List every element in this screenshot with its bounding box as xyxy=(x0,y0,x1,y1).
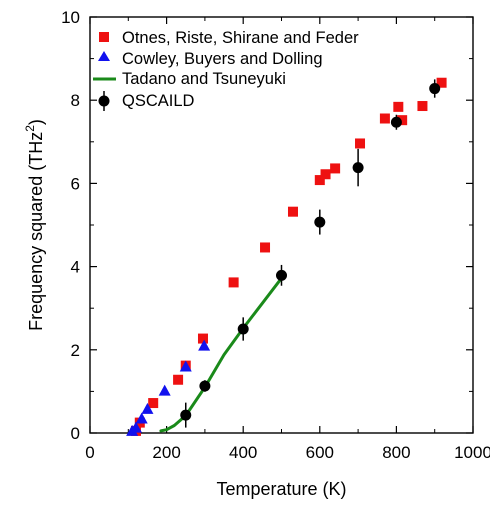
data-point-otnes xyxy=(173,374,184,385)
data-point-otnes xyxy=(436,77,447,88)
data-point-otnes xyxy=(330,163,341,174)
data-point-cowley xyxy=(179,360,192,372)
data-point-qscaild xyxy=(237,323,249,335)
data-point-otnes xyxy=(397,115,408,126)
data-point-otnes xyxy=(355,138,366,149)
data-point-qscaild xyxy=(180,409,192,421)
data-point-qscaild xyxy=(390,116,402,128)
data-point-qscaild xyxy=(352,162,364,174)
y-tick-label: 10 xyxy=(61,8,80,27)
y-tick-label: 8 xyxy=(71,91,80,110)
data-point-qscaild xyxy=(314,216,326,228)
x-tick-label: 600 xyxy=(306,443,334,462)
y-tick-label: 4 xyxy=(71,258,80,277)
y-tick-label: 2 xyxy=(71,341,80,360)
data-point-cowley xyxy=(141,402,154,414)
data-point-otnes xyxy=(314,175,325,186)
data-point-qscaild xyxy=(429,83,441,95)
legend-label-tadano: Tadano and Tsuneyuki xyxy=(122,70,286,88)
x-tick-label: 0 xyxy=(85,443,94,462)
legend-label-cowley: Cowley, Buyers and Dolling xyxy=(122,50,323,68)
y-axis-label-close: ) xyxy=(26,119,46,125)
series-layer xyxy=(126,77,447,436)
y-tick-label: 6 xyxy=(71,174,80,193)
data-point-otnes xyxy=(148,398,159,409)
x-tick-label: 200 xyxy=(152,443,180,462)
data-point-cowley xyxy=(198,339,211,351)
data-point-otnes xyxy=(379,113,390,124)
axis-ticks xyxy=(89,16,474,434)
data-point-otnes xyxy=(287,206,298,217)
y-axis-label-main: Frequency squared (THz xyxy=(26,132,46,331)
legend-marker-cowley xyxy=(98,51,110,61)
data-point-otnes xyxy=(228,277,239,288)
x-tick-label: 1000 xyxy=(454,443,490,462)
data-point-cowley xyxy=(129,421,142,433)
legend: Otnes, Riste, Shirane and Feder Cowley, … xyxy=(93,29,359,111)
legend-marker-otnes xyxy=(99,32,109,42)
legend-label-qscaild: QSCAILD xyxy=(122,92,195,110)
legend-marker-qscaild xyxy=(98,95,110,107)
legend-label-otnes: Otnes, Riste, Shirane and Feder xyxy=(122,29,359,47)
axis-tick-labels: 0 200 400 600 800 1000 0 2 4 6 8 10 xyxy=(61,8,490,462)
data-point-qscaild xyxy=(276,269,287,281)
data-point-cowley xyxy=(135,412,148,424)
data-point-otnes xyxy=(393,101,404,112)
data-point-cowley xyxy=(158,384,171,396)
y-axis-label-superscript: 2 xyxy=(23,125,37,132)
x-axis-label: Temperature (K) xyxy=(216,479,346,499)
series-line-tadano xyxy=(159,276,283,433)
y-tick-label: 0 xyxy=(71,424,80,443)
x-tick-label: 400 xyxy=(229,443,257,462)
y-axis-label: Frequency squared (THz2) xyxy=(23,119,46,331)
x-tick-label: 800 xyxy=(382,443,410,462)
data-point-otnes xyxy=(417,101,428,112)
data-point-otnes xyxy=(320,169,331,180)
data-point-otnes xyxy=(197,333,208,344)
data-point-qscaild xyxy=(199,380,211,392)
data-point-otnes xyxy=(260,242,271,253)
